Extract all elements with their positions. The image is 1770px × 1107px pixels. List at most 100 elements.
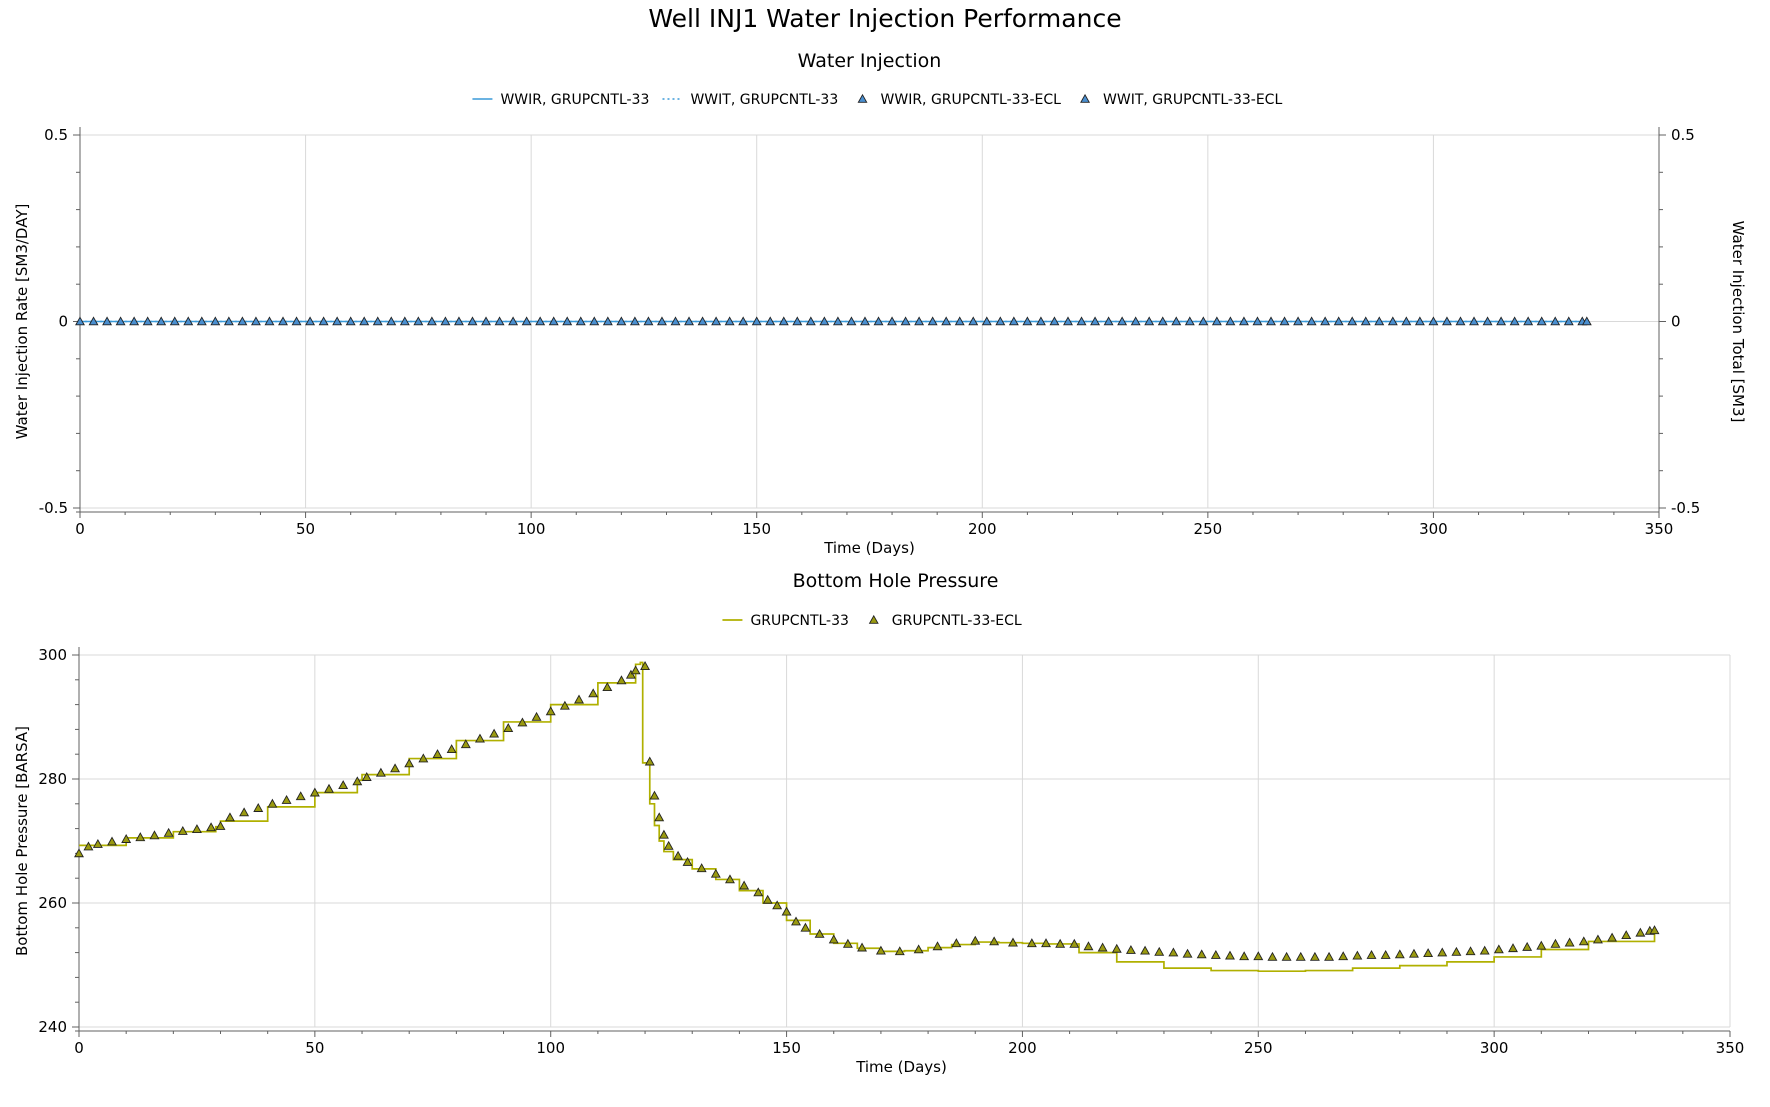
data-point-wwir-ecl <box>778 316 789 326</box>
data-point-pressure-ecl <box>1097 942 1108 952</box>
data-point-pressure-ecl <box>1465 946 1476 956</box>
data-point-pressure-ecl <box>404 758 415 768</box>
data-point-wwir-ecl <box>1550 316 1561 326</box>
data-point-wwir-ecl <box>1523 316 1534 326</box>
data-point-wwir-ecl <box>819 316 830 326</box>
data-point-wwir-ecl <box>1401 316 1412 326</box>
y-tick-label: 0 <box>58 313 68 331</box>
data-point-pressure-ecl <box>932 941 943 951</box>
data-point-wwir-ecl <box>1333 316 1344 326</box>
data-point-pressure-ecl <box>324 783 334 793</box>
data-point-pressure-ecl <box>1394 949 1405 959</box>
y-tick-label: 240 <box>38 1018 67 1036</box>
data-point-pressure-ecl <box>191 824 202 834</box>
data-point-pressure-ecl <box>531 711 542 721</box>
data-point-pressure-ecl <box>1578 936 1589 946</box>
data-point-pressure-ecl <box>267 798 278 808</box>
data-point-wwir-ecl <box>873 316 884 326</box>
data-point-pressure-ecl <box>432 749 443 759</box>
x-axis-label: Time (Days) <box>855 1058 947 1076</box>
data-point-wwir-ecl <box>467 316 478 326</box>
data-point-wwir-ecl <box>1063 316 1073 326</box>
data-point-pressure-ecl <box>1026 938 1037 948</box>
legend-item: WWIT, GRUPCNTL-33-ECL <box>1080 92 1282 108</box>
y-axis-label: Water Injection Rate [SM3/DAY] <box>13 204 31 440</box>
data-point-wwir-ecl <box>1320 316 1331 326</box>
data-point-pressure-ecl <box>295 791 306 801</box>
data-point-wwir-ecl <box>169 316 180 326</box>
data-point-pressure-ecl <box>913 944 924 954</box>
data-point-wwir-ecl <box>345 316 356 326</box>
data-point-pressure-ecl <box>1564 937 1575 947</box>
data-point-pressure-ecl <box>970 935 981 945</box>
data-point-pressure-ecl <box>663 840 674 850</box>
data-point-pressure-ecl <box>1338 951 1349 961</box>
x-tick-label: 50 <box>305 1039 324 1057</box>
data-point-pressure-ecl <box>616 675 627 685</box>
x-tick-label: 200 <box>1008 1039 1037 1057</box>
data-point-pressure-ecl <box>135 832 146 842</box>
data-point-pressure-ecl <box>1493 944 1504 954</box>
y-tick-label: -0.5 <box>39 499 68 517</box>
data-point-wwir-ecl <box>1536 316 1547 326</box>
data-point-pressure-ecl <box>1008 937 1018 947</box>
data-point-pressure-ecl <box>1125 944 1136 954</box>
data-point-wwir-ecl <box>508 316 519 326</box>
data-point-wwir-ecl <box>548 316 559 326</box>
data-point-wwir-ecl <box>129 316 140 326</box>
data-point-wwir-ecl <box>426 316 437 326</box>
data-point-wwir-ecl <box>1090 316 1101 326</box>
x-tick-label: 300 <box>1480 1039 1509 1057</box>
data-point-pressure-ecl <box>83 841 94 851</box>
data-point-pressure-ecl <box>338 780 349 790</box>
data-point-pressure-ecl <box>309 787 320 797</box>
data-point-wwir-ecl <box>711 316 722 326</box>
data-point-wwir-ecl <box>1252 316 1263 326</box>
data-point-wwir-ecl <box>75 316 85 326</box>
data-point-pressure-ecl <box>1069 938 1080 948</box>
data-point-pressure-ecl <box>74 848 84 858</box>
data-point-wwir-ecl <box>1563 316 1574 326</box>
data-point-wwir-ecl <box>1035 316 1046 326</box>
data-point-pressure-ecl <box>625 669 636 679</box>
data-point-wwir-ecl <box>1184 316 1195 326</box>
data-point-pressure-ecl <box>710 868 721 878</box>
data-point-wwir-ecl <box>562 316 573 326</box>
data-point-pressure-ecl <box>875 945 886 955</box>
legend-item: WWIT, GRUPCNTL-33 <box>662 92 838 108</box>
data-point-wwir-ecl <box>602 316 613 326</box>
data-point-pressure-ecl <box>1508 943 1518 953</box>
data-point-wwir-ecl <box>264 316 275 326</box>
data-point-pressure-ecl <box>517 717 528 727</box>
data-point-pressure-ecl <box>545 706 556 716</box>
data-point-wwir-ecl <box>846 316 857 326</box>
legend-swatch <box>857 93 868 103</box>
data-point-wwir-ecl <box>372 316 383 326</box>
data-point-wwir-ecl <box>1008 316 1019 326</box>
data-point-wwir-ecl <box>142 316 153 326</box>
data-point-pressure-ecl <box>1621 930 1632 940</box>
data-point-pressure-ecl <box>1451 946 1462 956</box>
y2-tick-label: 0.5 <box>1671 126 1695 144</box>
data-point-pressure-ecl <box>1423 948 1434 958</box>
data-point-wwir-ecl <box>332 316 343 326</box>
data-point-wwir-ecl <box>738 316 749 326</box>
data-point-wwir-ecl <box>318 316 329 326</box>
y-tick-label: 280 <box>38 770 67 788</box>
x-axis-label: Time (Days) <box>823 539 915 557</box>
data-point-wwir-ecl <box>697 316 708 326</box>
data-point-wwir-ecl <box>995 316 1006 326</box>
data-point-wwir-ecl <box>1374 316 1385 326</box>
data-point-pressure-ecl <box>1352 950 1363 960</box>
data-point-wwir-ecl <box>657 316 667 326</box>
data-point-pressure-ecl <box>857 942 868 952</box>
data-point-wwir-ecl <box>183 316 194 326</box>
data-point-pressure-ecl <box>1182 948 1193 958</box>
legend-label: GRUPCNTL-33 <box>750 613 849 629</box>
data-point-pressure-ecl <box>1295 951 1306 961</box>
data-point-pressure-ecl <box>92 838 103 848</box>
data-point-wwir-ecl <box>1117 316 1128 326</box>
data-point-pressure-ecl <box>352 776 363 786</box>
data-point-pressure-ecl <box>1324 951 1335 961</box>
data-point-wwir-ecl <box>1144 316 1155 326</box>
